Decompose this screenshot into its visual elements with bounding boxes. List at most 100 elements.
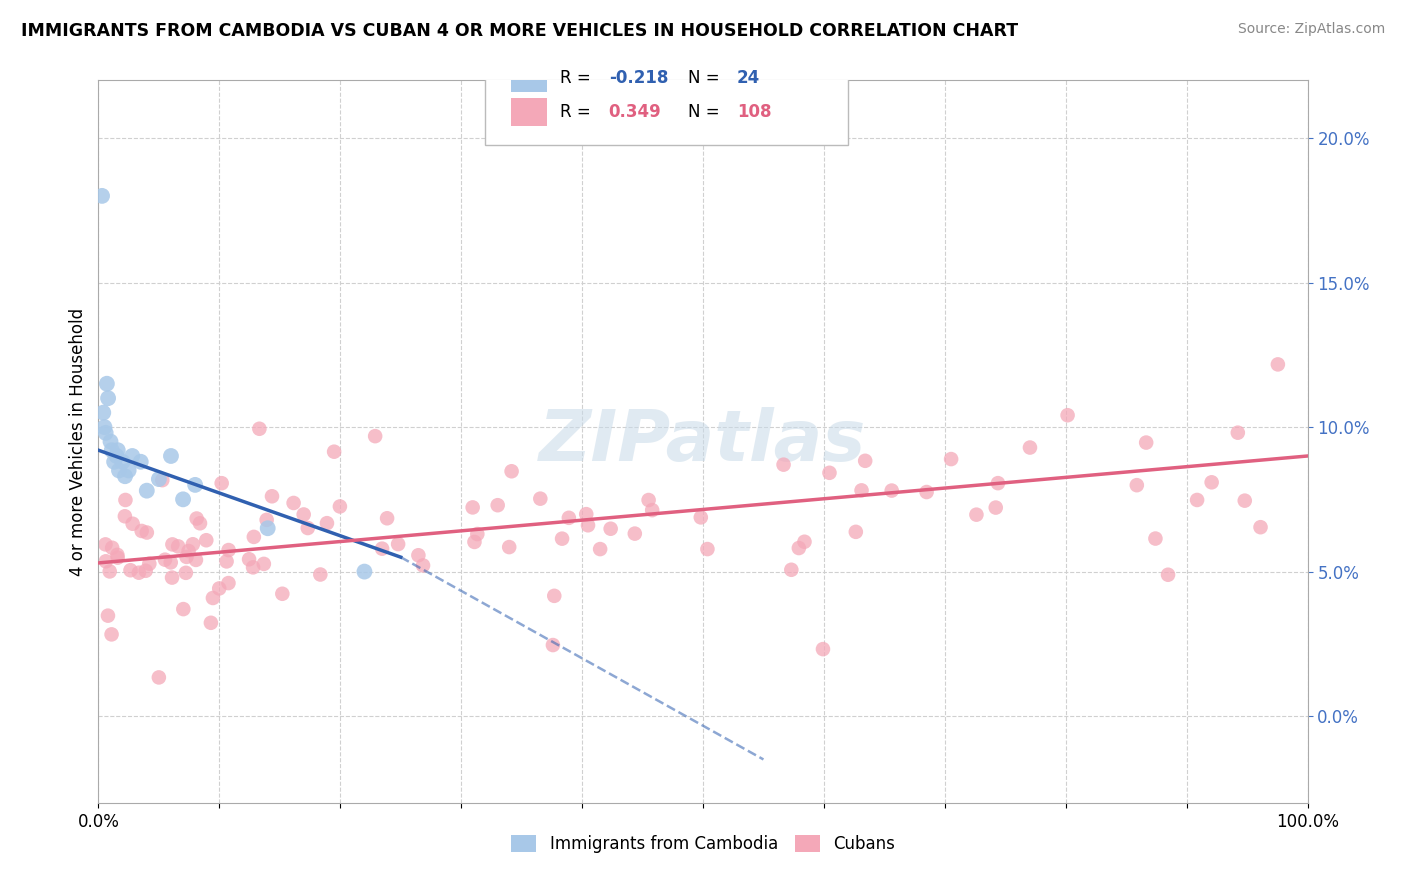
Point bbox=[195, 533, 218, 548]
Point bbox=[94, 537, 117, 551]
Point bbox=[353, 565, 375, 579]
Point bbox=[1250, 520, 1272, 534]
Point bbox=[135, 525, 157, 540]
Point bbox=[98, 565, 121, 579]
Text: 108: 108 bbox=[737, 103, 772, 121]
Point bbox=[780, 563, 803, 577]
Point bbox=[1019, 441, 1042, 455]
Point bbox=[238, 552, 260, 566]
Text: R =: R = bbox=[561, 69, 596, 87]
Point bbox=[375, 511, 398, 525]
Point bbox=[172, 492, 194, 507]
Point bbox=[772, 458, 794, 472]
Point bbox=[184, 478, 207, 492]
Point bbox=[297, 521, 319, 535]
Point bbox=[558, 511, 581, 525]
Point bbox=[818, 466, 841, 480]
Point bbox=[851, 483, 873, 498]
Point bbox=[111, 455, 134, 469]
Point bbox=[162, 537, 184, 551]
Point bbox=[915, 485, 938, 500]
Point bbox=[172, 602, 194, 616]
Point bbox=[292, 508, 315, 522]
Point bbox=[103, 455, 125, 469]
Point bbox=[208, 582, 231, 596]
Point bbox=[160, 571, 183, 585]
Point bbox=[217, 576, 239, 591]
Point bbox=[309, 567, 332, 582]
Text: 0.349: 0.349 bbox=[609, 103, 661, 121]
Point bbox=[159, 555, 181, 569]
Point bbox=[316, 516, 339, 531]
Point bbox=[148, 670, 170, 684]
Point bbox=[1056, 408, 1078, 422]
Point bbox=[589, 542, 612, 557]
Point bbox=[247, 422, 270, 436]
Point bbox=[135, 483, 157, 498]
Point bbox=[260, 489, 283, 503]
Point bbox=[97, 391, 120, 405]
Point bbox=[105, 449, 128, 463]
Point bbox=[939, 452, 962, 467]
Point bbox=[364, 429, 387, 443]
Point bbox=[965, 508, 987, 522]
Point bbox=[880, 483, 903, 498]
Point bbox=[253, 557, 276, 571]
Point bbox=[793, 534, 815, 549]
Point bbox=[283, 496, 305, 510]
Point bbox=[91, 406, 114, 420]
Point bbox=[543, 589, 565, 603]
Point bbox=[131, 524, 153, 538]
Point bbox=[408, 548, 430, 562]
Point bbox=[371, 541, 394, 556]
Point bbox=[100, 434, 122, 449]
Text: R =: R = bbox=[561, 103, 596, 121]
Point bbox=[114, 493, 136, 508]
Legend: Immigrants from Cambodia, Cubans: Immigrants from Cambodia, Cubans bbox=[505, 828, 901, 860]
Point bbox=[153, 552, 176, 566]
Point bbox=[551, 532, 574, 546]
Point bbox=[599, 522, 621, 536]
Point bbox=[463, 535, 485, 549]
Point bbox=[97, 608, 120, 623]
Point bbox=[576, 518, 599, 533]
Point bbox=[498, 540, 520, 554]
Point bbox=[107, 443, 129, 458]
Text: N =: N = bbox=[689, 69, 725, 87]
Text: ZIPatlas: ZIPatlas bbox=[540, 407, 866, 476]
Point bbox=[129, 455, 152, 469]
Point bbox=[271, 587, 294, 601]
Point bbox=[242, 560, 264, 574]
Point bbox=[623, 526, 645, 541]
Point bbox=[93, 420, 115, 434]
Point bbox=[811, 642, 834, 657]
FancyBboxPatch shape bbox=[510, 64, 547, 92]
Text: 24: 24 bbox=[737, 69, 761, 87]
Point bbox=[160, 449, 183, 463]
Point bbox=[256, 521, 278, 535]
Point bbox=[94, 425, 117, 440]
Point bbox=[845, 524, 868, 539]
Point bbox=[529, 491, 551, 506]
Point bbox=[1185, 493, 1208, 508]
Point bbox=[184, 553, 207, 567]
Point bbox=[100, 627, 122, 641]
Point bbox=[215, 554, 238, 568]
FancyBboxPatch shape bbox=[485, 52, 848, 145]
Point bbox=[689, 510, 711, 524]
Point bbox=[96, 376, 118, 391]
Point bbox=[114, 509, 136, 524]
Text: IMMIGRANTS FROM CAMBODIA VS CUBAN 4 OR MORE VEHICLES IN HOUSEHOLD CORRELATION CH: IMMIGRANTS FROM CAMBODIA VS CUBAN 4 OR M… bbox=[21, 22, 1018, 40]
Point bbox=[329, 500, 352, 514]
Point bbox=[201, 591, 224, 605]
Point bbox=[1201, 475, 1223, 490]
Point bbox=[177, 544, 200, 558]
Point bbox=[1267, 358, 1289, 372]
Point bbox=[120, 563, 142, 577]
Point bbox=[211, 476, 233, 491]
Point bbox=[218, 543, 240, 558]
Point bbox=[1226, 425, 1249, 440]
Point bbox=[1135, 435, 1157, 450]
Point bbox=[114, 469, 136, 483]
Y-axis label: 4 or more Vehicles in Household: 4 or more Vehicles in Household bbox=[69, 308, 87, 575]
